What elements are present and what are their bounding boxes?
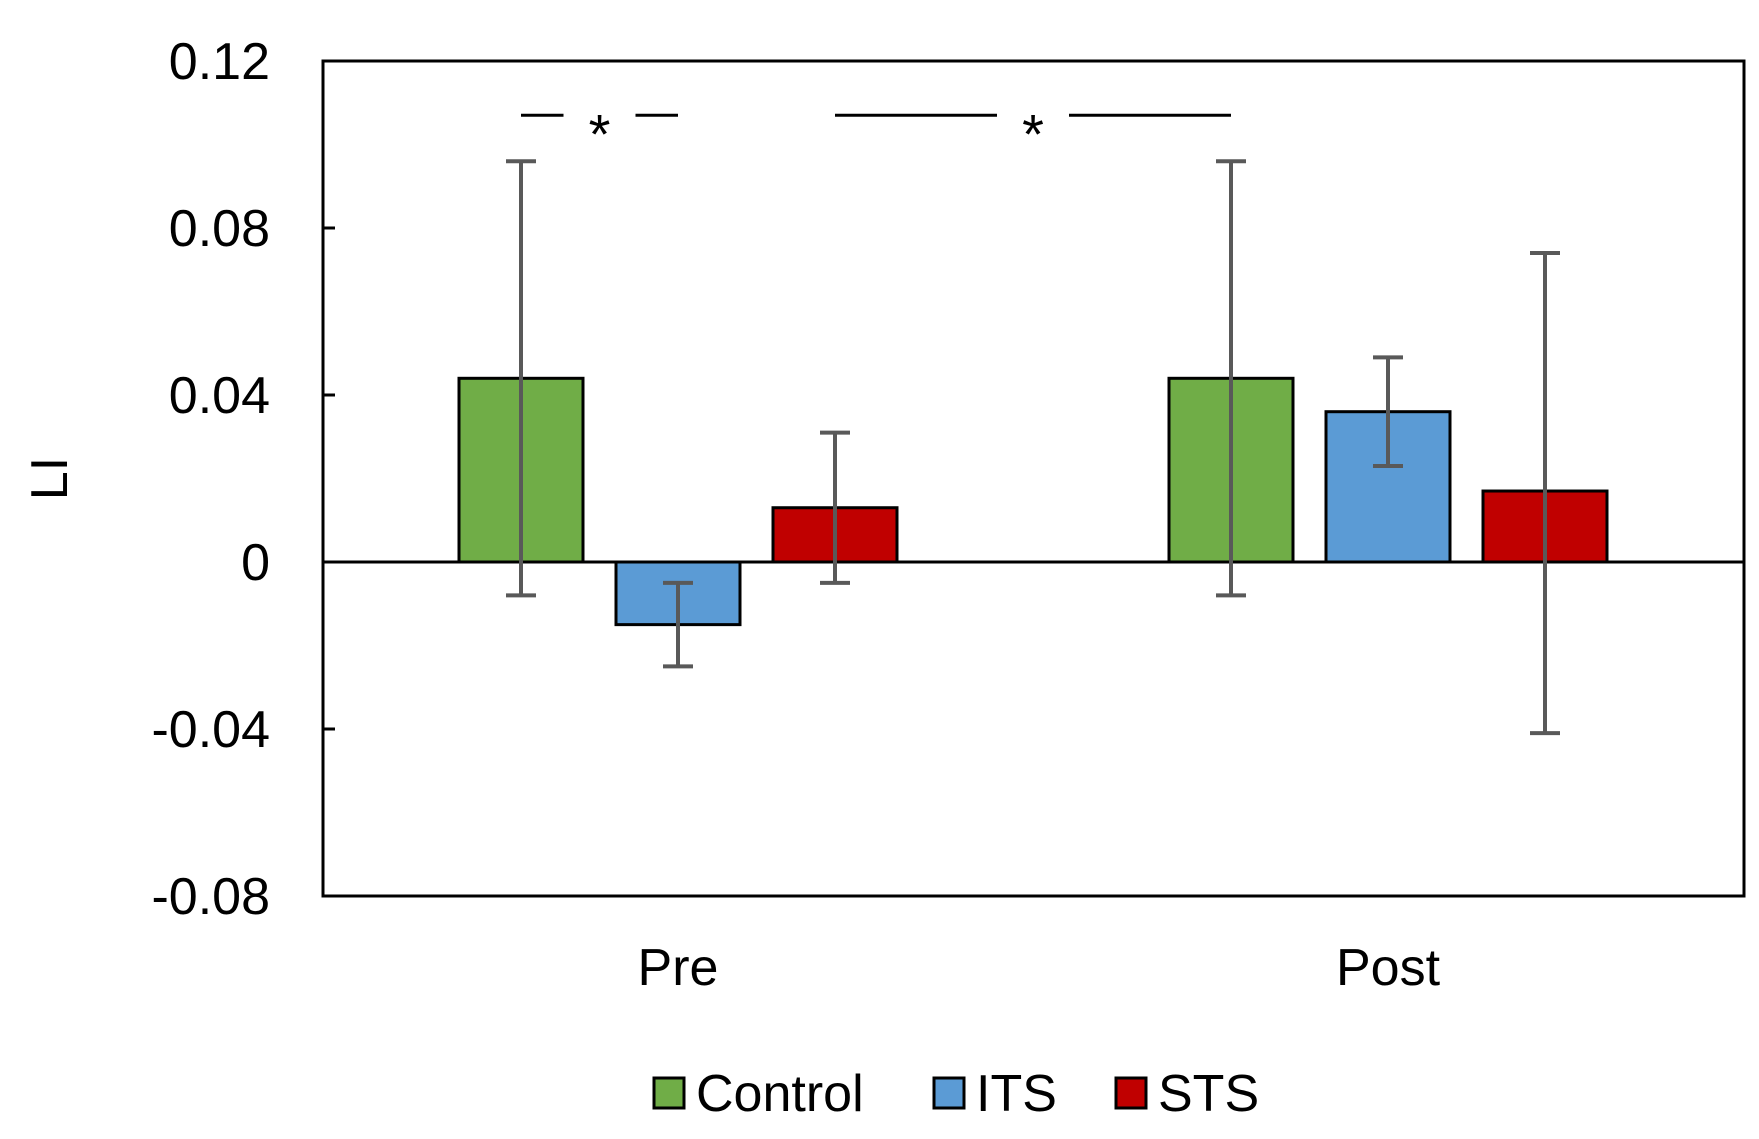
- y-tick-label: 0.12: [169, 33, 270, 91]
- y-tick-label: -0.04: [151, 701, 270, 759]
- legend-label-control: Control: [696, 1065, 864, 1123]
- x-category-label: Post: [1336, 939, 1441, 997]
- legend-label-sts: STS: [1158, 1065, 1259, 1123]
- legend-swatch-its: [932, 1076, 966, 1110]
- significance-star: *: [1022, 102, 1044, 165]
- y-tick-label: 0.08: [169, 200, 270, 258]
- x-category-label: Pre: [638, 939, 719, 997]
- y-tick-label: 0.04: [169, 367, 270, 425]
- legend-label-its: ITS: [976, 1065, 1057, 1123]
- y-tick-label: 0: [241, 534, 270, 592]
- legend-swatch-sts: [1114, 1076, 1148, 1110]
- plot-area-frame: [321, 59, 1746, 898]
- legend-swatch-control: [652, 1076, 686, 1110]
- significance-star: *: [589, 102, 611, 165]
- y-axis-title: LI: [21, 457, 79, 500]
- y-tick-label: -0.08: [151, 868, 270, 926]
